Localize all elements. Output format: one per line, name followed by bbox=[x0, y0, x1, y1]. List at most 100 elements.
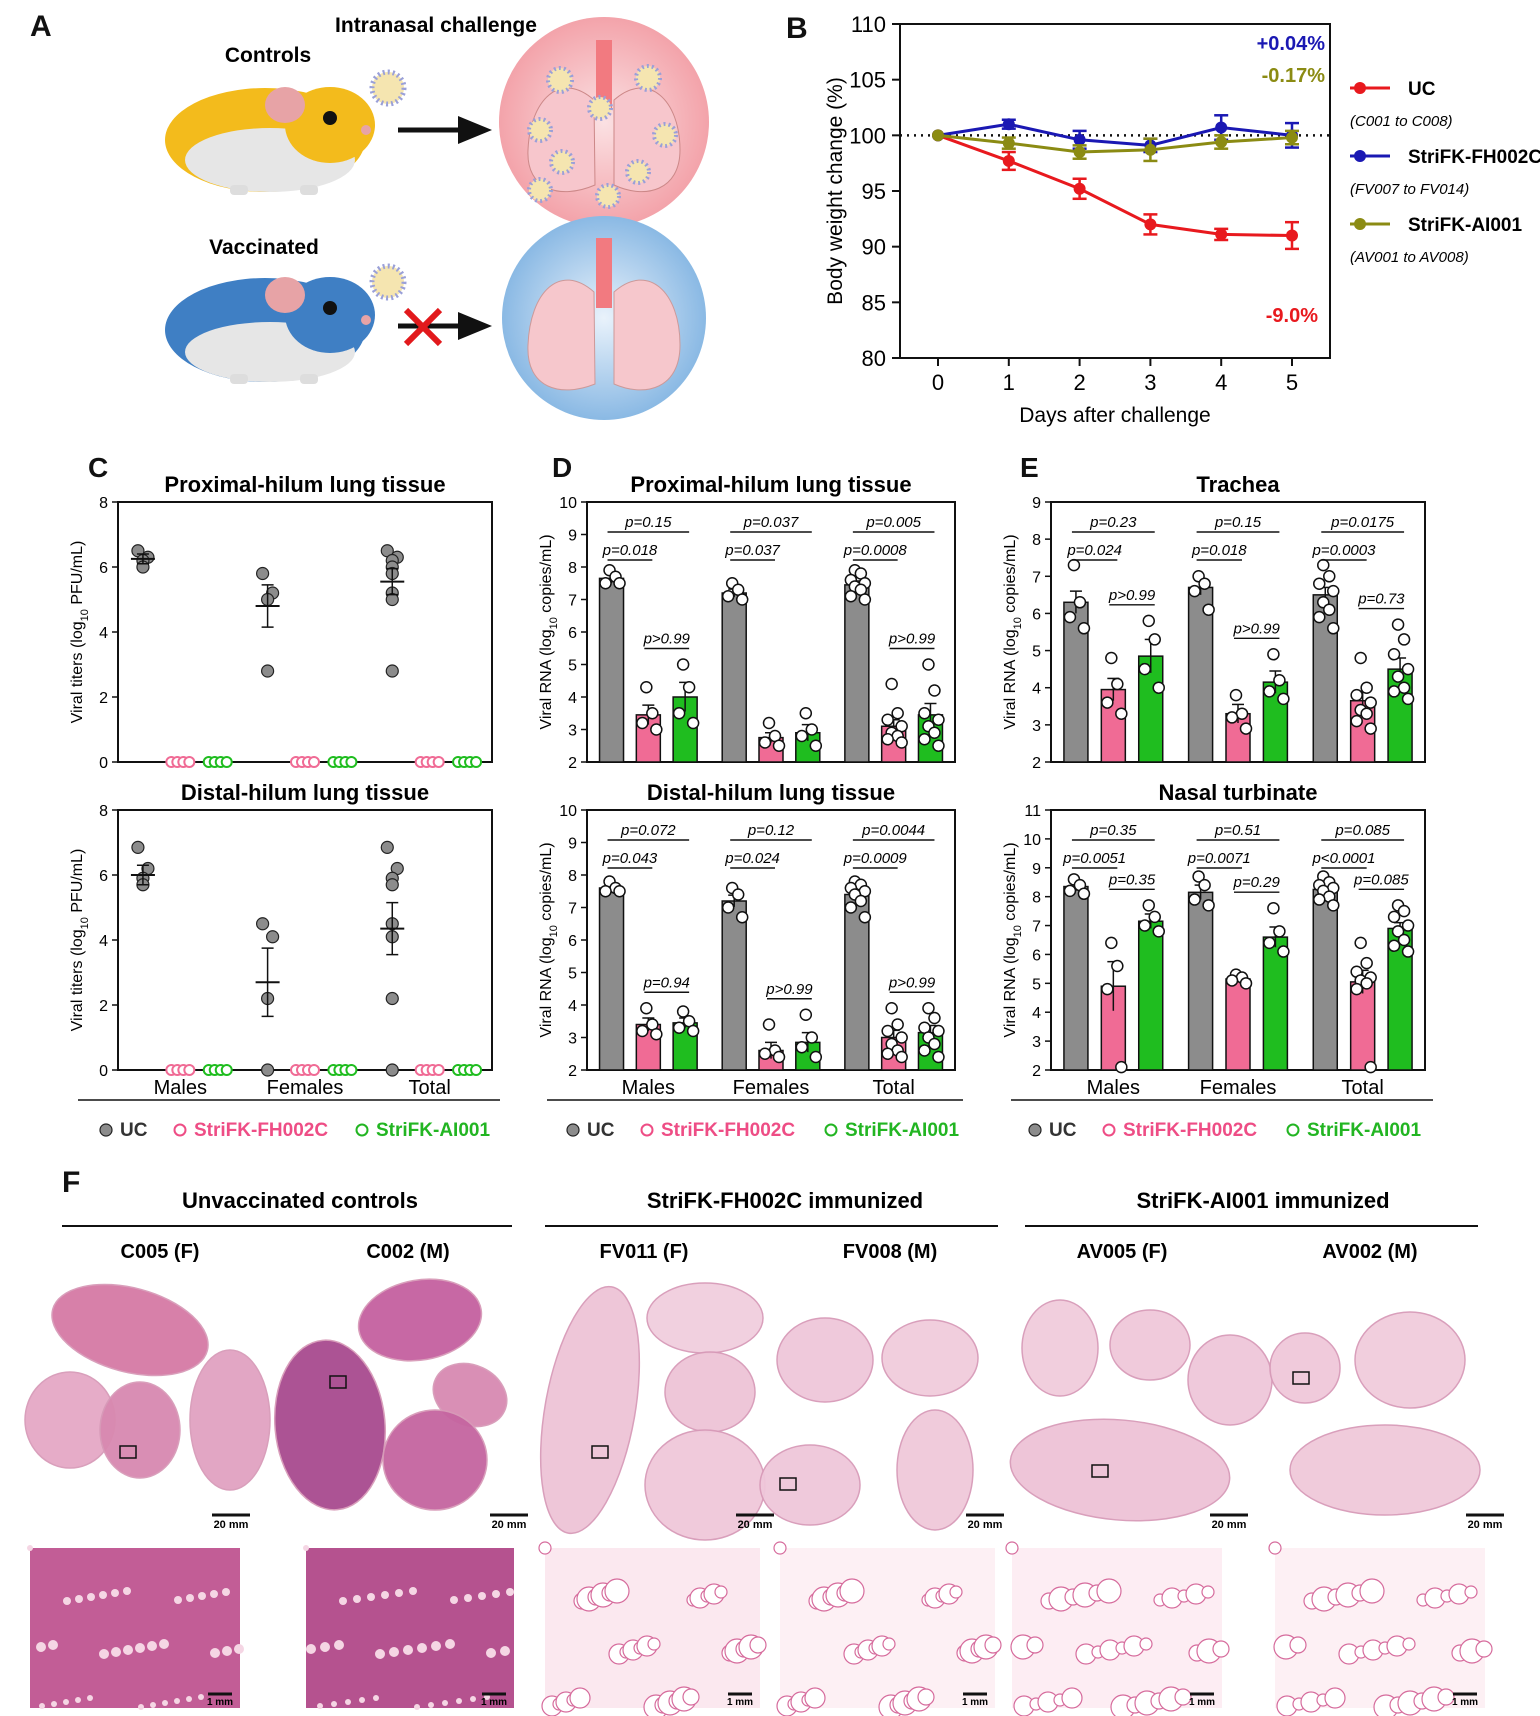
p-value-label: p<0.0001 bbox=[1311, 850, 1375, 867]
data-point bbox=[1101, 982, 1114, 996]
data-point bbox=[1101, 696, 1114, 709]
data-point bbox=[1354, 936, 1367, 950]
alveolus bbox=[174, 1698, 180, 1704]
bar bbox=[1187, 586, 1214, 763]
data-point bbox=[1073, 146, 1086, 159]
y-tick-label: 9 bbox=[568, 528, 577, 545]
sample-label: C005 (F) bbox=[121, 1241, 200, 1263]
alveolus bbox=[345, 1699, 351, 1705]
zoom-region-box bbox=[779, 1477, 797, 1491]
p-value-label: p=0.085 bbox=[1334, 822, 1390, 839]
data-point bbox=[799, 1008, 813, 1021]
y-tick-label: 10 bbox=[1023, 832, 1041, 849]
data-point bbox=[918, 707, 931, 720]
data-point bbox=[885, 677, 898, 691]
sample-label: AV002 (M) bbox=[1322, 1241, 1417, 1263]
panel-label-e: E bbox=[1020, 452, 1039, 483]
data-point bbox=[1142, 614, 1155, 628]
p-value-label: p=0.94 bbox=[643, 974, 690, 991]
data-point bbox=[1313, 577, 1326, 590]
y-tick-label: 2 bbox=[568, 1063, 577, 1080]
data-point bbox=[308, 756, 320, 768]
y-tick-label: 90 bbox=[862, 235, 886, 260]
annotation-uc: -9.0% bbox=[1266, 305, 1318, 327]
annotation-fh002c: +0.04% bbox=[1257, 33, 1326, 55]
alveolus bbox=[409, 1587, 417, 1595]
data-point bbox=[805, 1031, 819, 1044]
data-point bbox=[1063, 610, 1077, 624]
y-tick-label: 6 bbox=[1032, 947, 1041, 964]
p-value-label: p=0.005 bbox=[865, 514, 921, 531]
alveolus bbox=[162, 1700, 168, 1706]
data-point bbox=[932, 1024, 945, 1038]
data-point bbox=[385, 664, 399, 678]
data-point bbox=[1144, 143, 1157, 156]
data-point bbox=[891, 707, 904, 720]
y-tick-label: 6 bbox=[99, 560, 108, 577]
alveolus bbox=[1212, 1640, 1230, 1658]
data-point bbox=[385, 1063, 399, 1077]
panel-label-d: D bbox=[552, 452, 573, 483]
y-tick-label: 7 bbox=[1032, 569, 1041, 586]
alveolus bbox=[389, 1647, 399, 1657]
scale-bar-label: 20 mm bbox=[1468, 1519, 1503, 1531]
scale-bar-label: 1 mm bbox=[1452, 1697, 1478, 1708]
alveolus bbox=[417, 1643, 427, 1653]
alveolus bbox=[492, 1590, 500, 1598]
data-point bbox=[1391, 670, 1405, 683]
y-tick-label: 3 bbox=[1032, 718, 1041, 735]
y-tick-label: 6 bbox=[568, 625, 577, 642]
alveolus bbox=[111, 1589, 119, 1597]
data-point bbox=[470, 1064, 483, 1076]
chart-e-viral-rna-upper: Trachea 2 3 4 5 6 7 8 9 Viral RNA (log10 copies/m… bbox=[1002, 472, 1433, 1141]
alveolus bbox=[210, 1590, 218, 1598]
alveolus bbox=[48, 1640, 58, 1650]
y-tick-label: 4 bbox=[1032, 681, 1041, 698]
data-point bbox=[762, 1018, 776, 1031]
lung-lobe bbox=[99, 1381, 181, 1479]
p-value-label: p>0.99 bbox=[765, 981, 813, 998]
data-point bbox=[1401, 919, 1415, 932]
infected-lung-icon bbox=[499, 17, 709, 227]
data-point bbox=[1286, 229, 1298, 242]
data-point bbox=[1115, 1060, 1128, 1074]
data-point bbox=[1317, 558, 1330, 572]
chart-b-body-weight: 80 85 90 95 100 105 110 0 1 2 3 4 5 Days after challe… bbox=[824, 12, 1540, 427]
data-point bbox=[1188, 893, 1201, 906]
category-label: Total bbox=[873, 1077, 915, 1099]
alveolus bbox=[647, 1637, 661, 1651]
virus-icon bbox=[369, 69, 407, 301]
y-tick-label: 8 bbox=[568, 560, 577, 577]
alveolus bbox=[949, 1585, 963, 1599]
lung-lobe bbox=[896, 1409, 974, 1531]
data-point bbox=[1202, 899, 1215, 912]
alveolus bbox=[604, 1578, 630, 1604]
p-value-label: p=0.0051 bbox=[1062, 850, 1126, 867]
data-point bbox=[928, 684, 941, 697]
x-tick-label: 0 bbox=[932, 370, 944, 395]
data-point bbox=[613, 885, 626, 898]
data-point bbox=[844, 901, 858, 914]
data-point bbox=[1263, 936, 1276, 950]
histology-detail-image bbox=[780, 1548, 995, 1708]
alveolus bbox=[99, 1591, 107, 1599]
y-axis-label: Viral titers (log10 PFU/mL) bbox=[69, 541, 91, 724]
group-header: StriFK-FH002C immunized bbox=[647, 1188, 923, 1213]
y-axis-label: Viral RNA (log10 copies/mL) bbox=[1002, 842, 1024, 1037]
alveolus bbox=[500, 1646, 510, 1656]
alveolus bbox=[123, 1587, 131, 1595]
data-point bbox=[1073, 596, 1087, 609]
data-point bbox=[256, 917, 270, 931]
panel-label-f: F bbox=[62, 1166, 81, 1199]
y-tick-label: 9 bbox=[1032, 861, 1041, 878]
y-tick-label: 11 bbox=[1024, 803, 1041, 820]
data-point bbox=[799, 707, 813, 720]
data-point bbox=[676, 1005, 690, 1018]
p-value-label: p=0.0009 bbox=[843, 850, 908, 867]
legend-sublabel: (AV001 to AV008) bbox=[1350, 249, 1469, 266]
alveolus bbox=[1005, 1541, 1019, 1555]
data-point bbox=[1073, 182, 1086, 195]
data-point bbox=[640, 1002, 653, 1015]
y-tick-label: 8 bbox=[568, 868, 577, 885]
data-point bbox=[1077, 887, 1091, 901]
